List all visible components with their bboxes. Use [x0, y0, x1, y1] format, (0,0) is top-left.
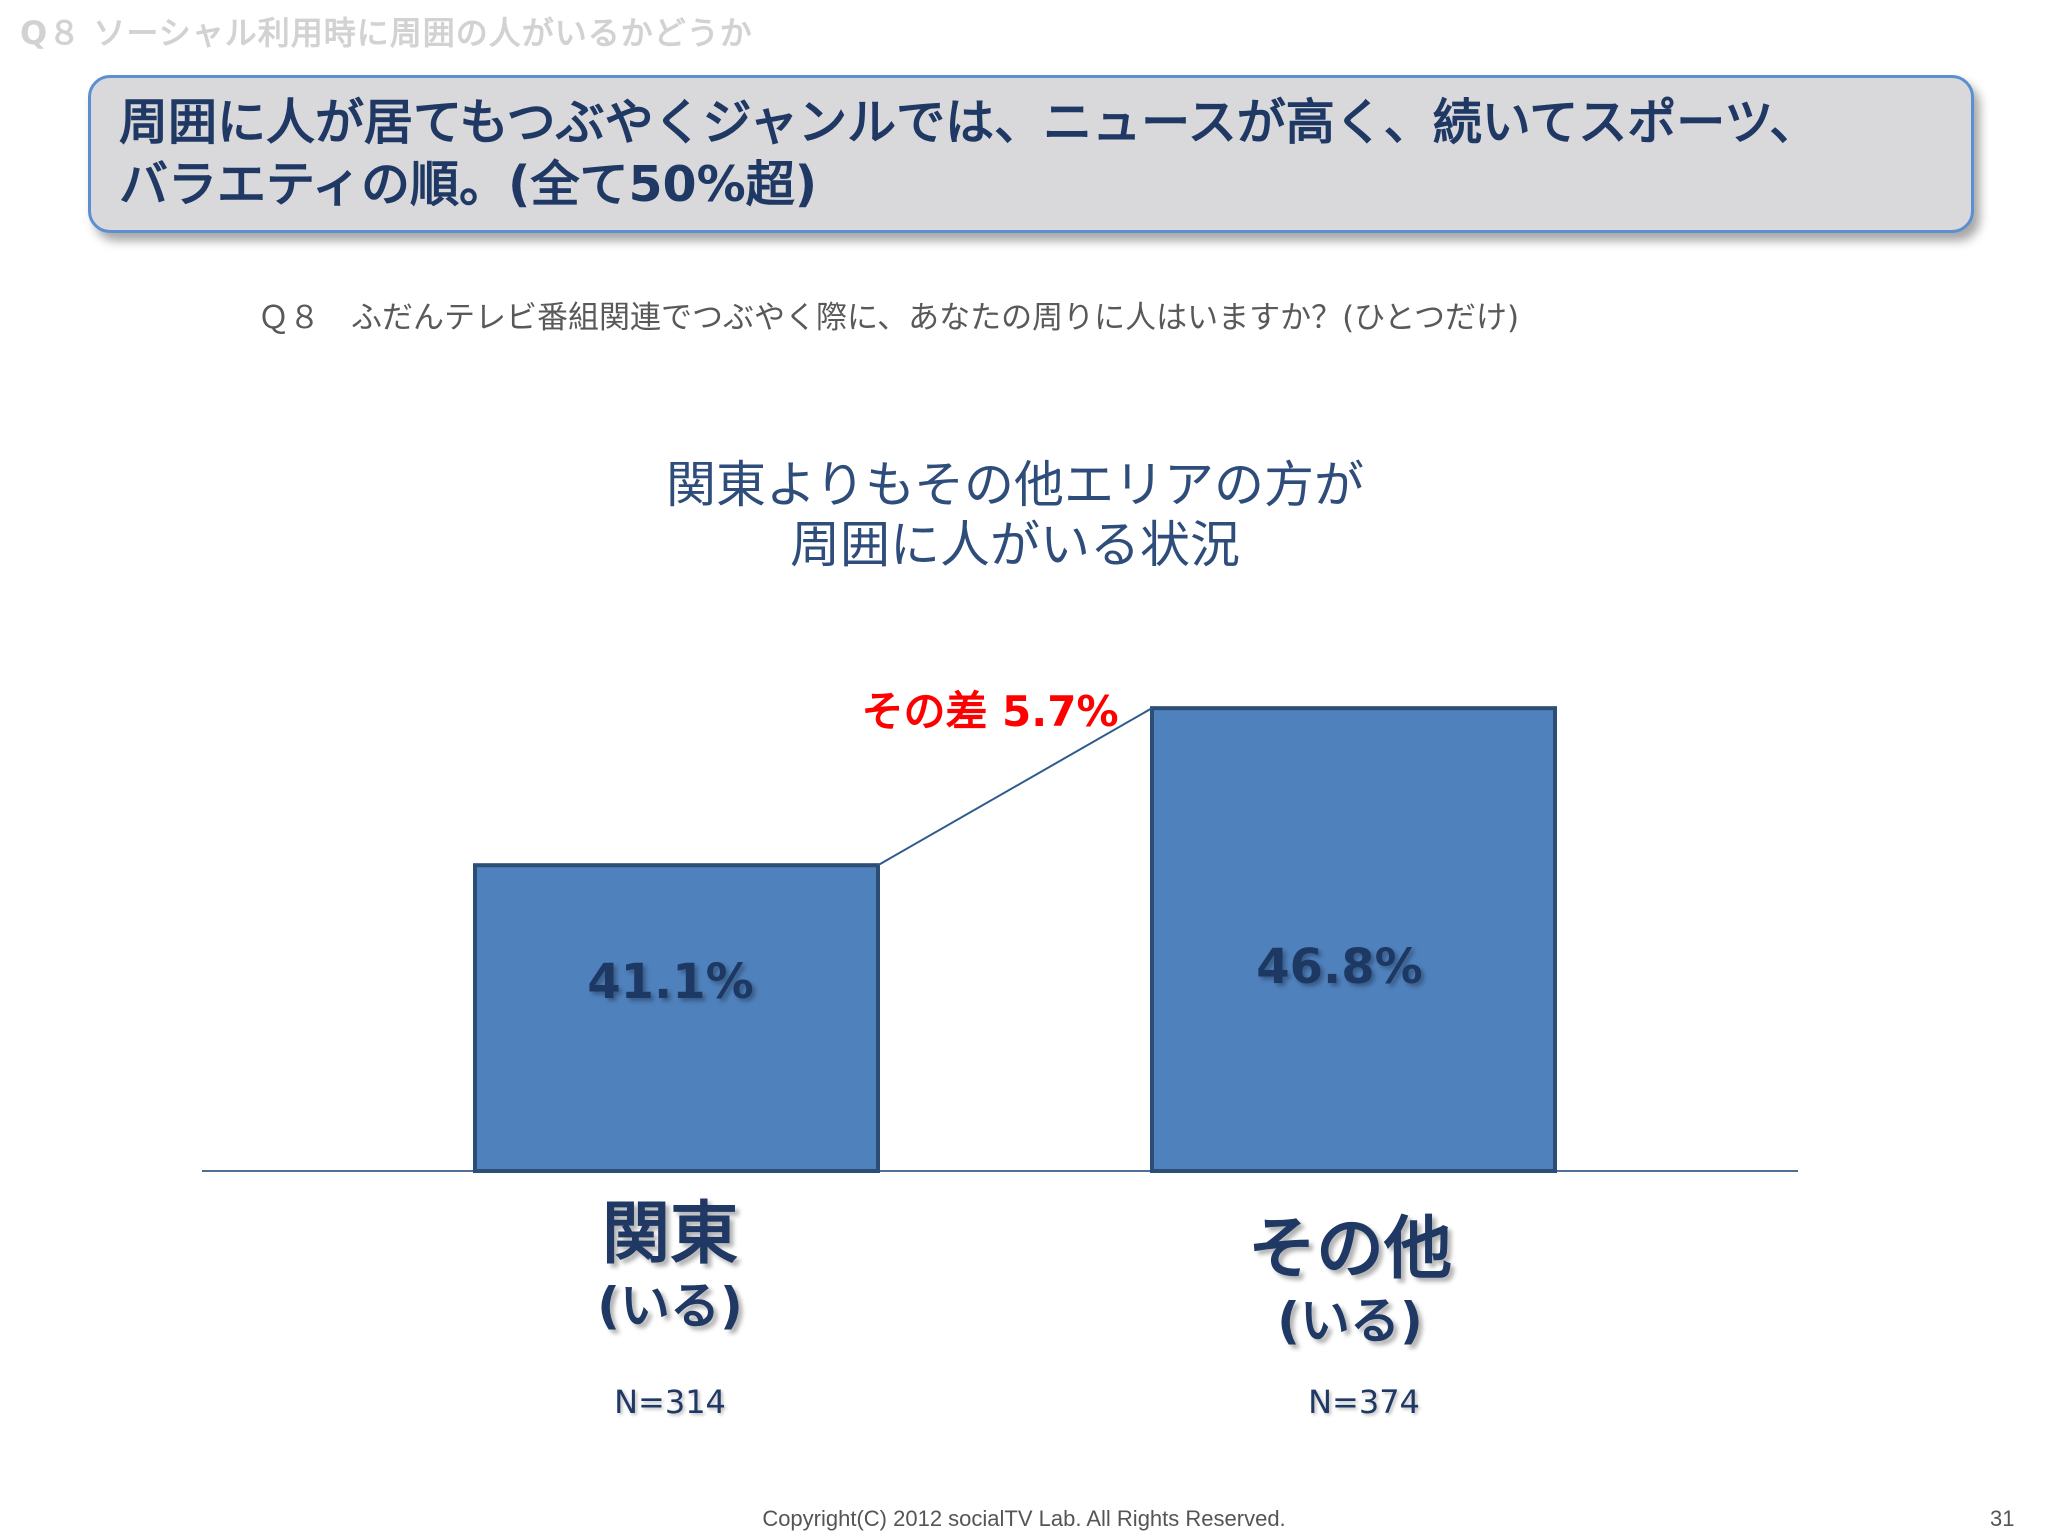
category-name: その他: [1247, 1210, 1452, 1289]
sample-size-kanto: N=314: [614, 1383, 726, 1421]
chart-title-line-1: 関東よりもその他エリアの方が: [666, 456, 1364, 514]
category-label-kanto: 関東 (いる): [520, 1195, 820, 1337]
category-sub: (いる): [597, 1277, 743, 1335]
copyright: Copyright(C) 2012 socialTV Lab. All Righ…: [762, 1506, 1286, 1531]
category-label-other: その他 (いる): [1200, 1210, 1500, 1352]
page-number: 31: [1990, 1506, 2015, 1531]
headline-box: 周囲に人が居てもつぶやくジャンルでは、ニュースが高く、続いてスポーツ、 バラエテ…: [88, 75, 1974, 233]
bar-value-label: 41.1%: [587, 954, 754, 1010]
difference-connector-line: [877, 707, 1153, 867]
difference-label: その差 5.7%: [861, 687, 1119, 736]
chart-title: 関東よりもその他エリアの方が 周囲に人がいる状況: [600, 455, 1430, 575]
headline-line-1: 周囲に人が居てもつぶやくジャンルでは、ニュースが高く、続いてスポーツ、: [119, 94, 1819, 151]
survey-question: Ｑ８ ふだんテレビ番組関連でつぶやく際に、あなたの周りに人はいますか？(ひとつだ…: [258, 300, 1520, 336]
page-header: Q８ ソーシャル利用時に周囲の人がいるかどうか: [20, 14, 753, 52]
bar-other: [1150, 706, 1557, 1173]
category-sub: (いる): [1277, 1292, 1423, 1350]
bar-kanto: [473, 863, 880, 1173]
bar-value-label: 46.8%: [1256, 939, 1423, 995]
sample-size-other: N=374: [1308, 1383, 1420, 1421]
category-name: 関東: [601, 1195, 738, 1274]
headline-line-2: バラエティの順。(全て50%超): [119, 156, 818, 213]
chart-title-line-2: 周囲に人がいる状況: [790, 516, 1240, 574]
